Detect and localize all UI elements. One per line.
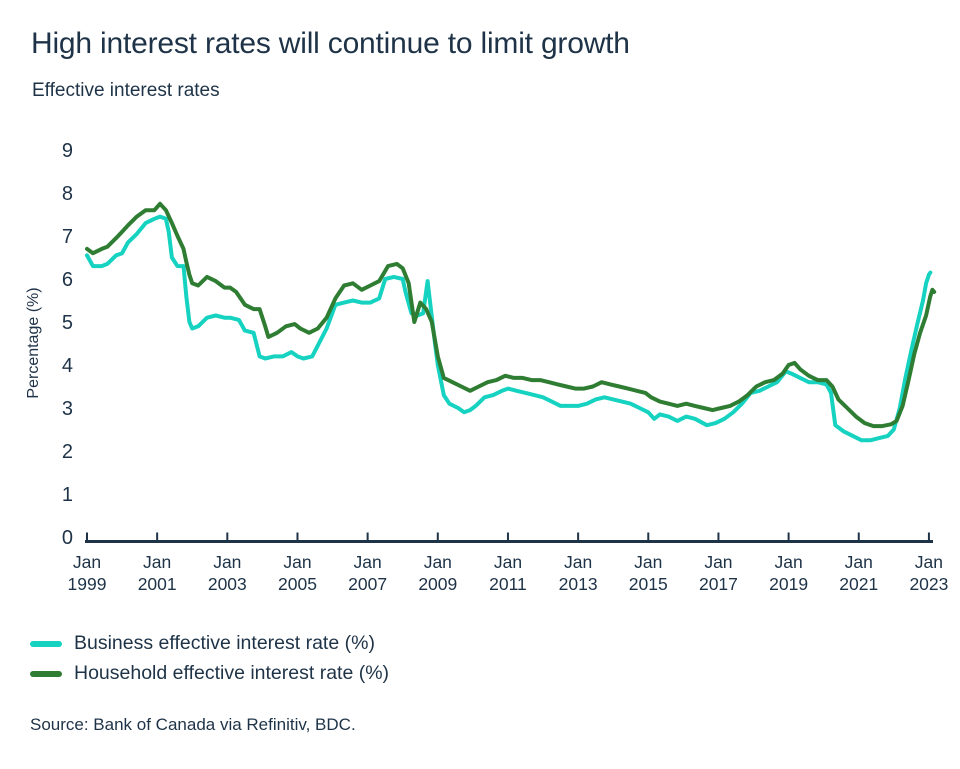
x-tick-label: Jan 2001 xyxy=(138,552,177,594)
source-note: Source: Bank of Canada via Refinitiv, BD… xyxy=(30,715,356,734)
y-tick-label: 6 xyxy=(62,269,73,291)
y-tick-label: 5 xyxy=(62,312,73,334)
page-title: High interest rates will continue to lim… xyxy=(31,27,630,60)
chart-legend: Business effective interest rate (%) Hou… xyxy=(30,632,389,685)
y-tick-label: 1 xyxy=(62,484,73,506)
y-tick-label: 0 xyxy=(62,527,73,549)
x-tick-label: Jan 2021 xyxy=(839,552,878,594)
x-tick-label: Jan 2005 xyxy=(278,552,317,594)
x-tick-label: Jan 1999 xyxy=(68,552,107,594)
y-tick-label: 4 xyxy=(62,355,73,377)
legend-label-business: Business effective interest rate (%) xyxy=(74,632,375,654)
business-line-series xyxy=(85,214,933,443)
x-tick-label: Jan 2017 xyxy=(699,552,738,594)
household-line-swatch xyxy=(30,670,62,677)
legend-item-household: Household effective interest rate (%) xyxy=(30,662,389,685)
y-tick-label: 9 xyxy=(62,140,73,162)
household-line-series xyxy=(85,201,937,429)
x-tick-label: Jan 2007 xyxy=(348,552,387,594)
y-axis-title: Percentage (%) xyxy=(25,287,42,398)
y-tick-label: 2 xyxy=(62,441,73,463)
x-tick-label: Jan 2015 xyxy=(629,552,668,594)
business-line-swatch xyxy=(30,640,62,647)
x-tick-label: Jan 2013 xyxy=(559,552,598,594)
x-tick-label: Jan 2019 xyxy=(769,552,808,594)
legend-item-business: Business effective interest rate (%) xyxy=(30,632,389,655)
y-tick-label: 8 xyxy=(62,183,73,205)
y-tick-label: 7 xyxy=(62,226,73,248)
x-tick-label: Jan 2011 xyxy=(489,552,527,594)
x-tick-label: Jan 2023 xyxy=(909,552,948,594)
chart-subtitle: Effective interest rates xyxy=(32,80,220,101)
y-tick-label: 3 xyxy=(62,398,73,420)
x-tick-label: Jan 2003 xyxy=(208,552,247,594)
legend-label-household: Household effective interest rate (%) xyxy=(74,662,390,684)
x-tick-label: Jan 2009 xyxy=(418,552,457,594)
